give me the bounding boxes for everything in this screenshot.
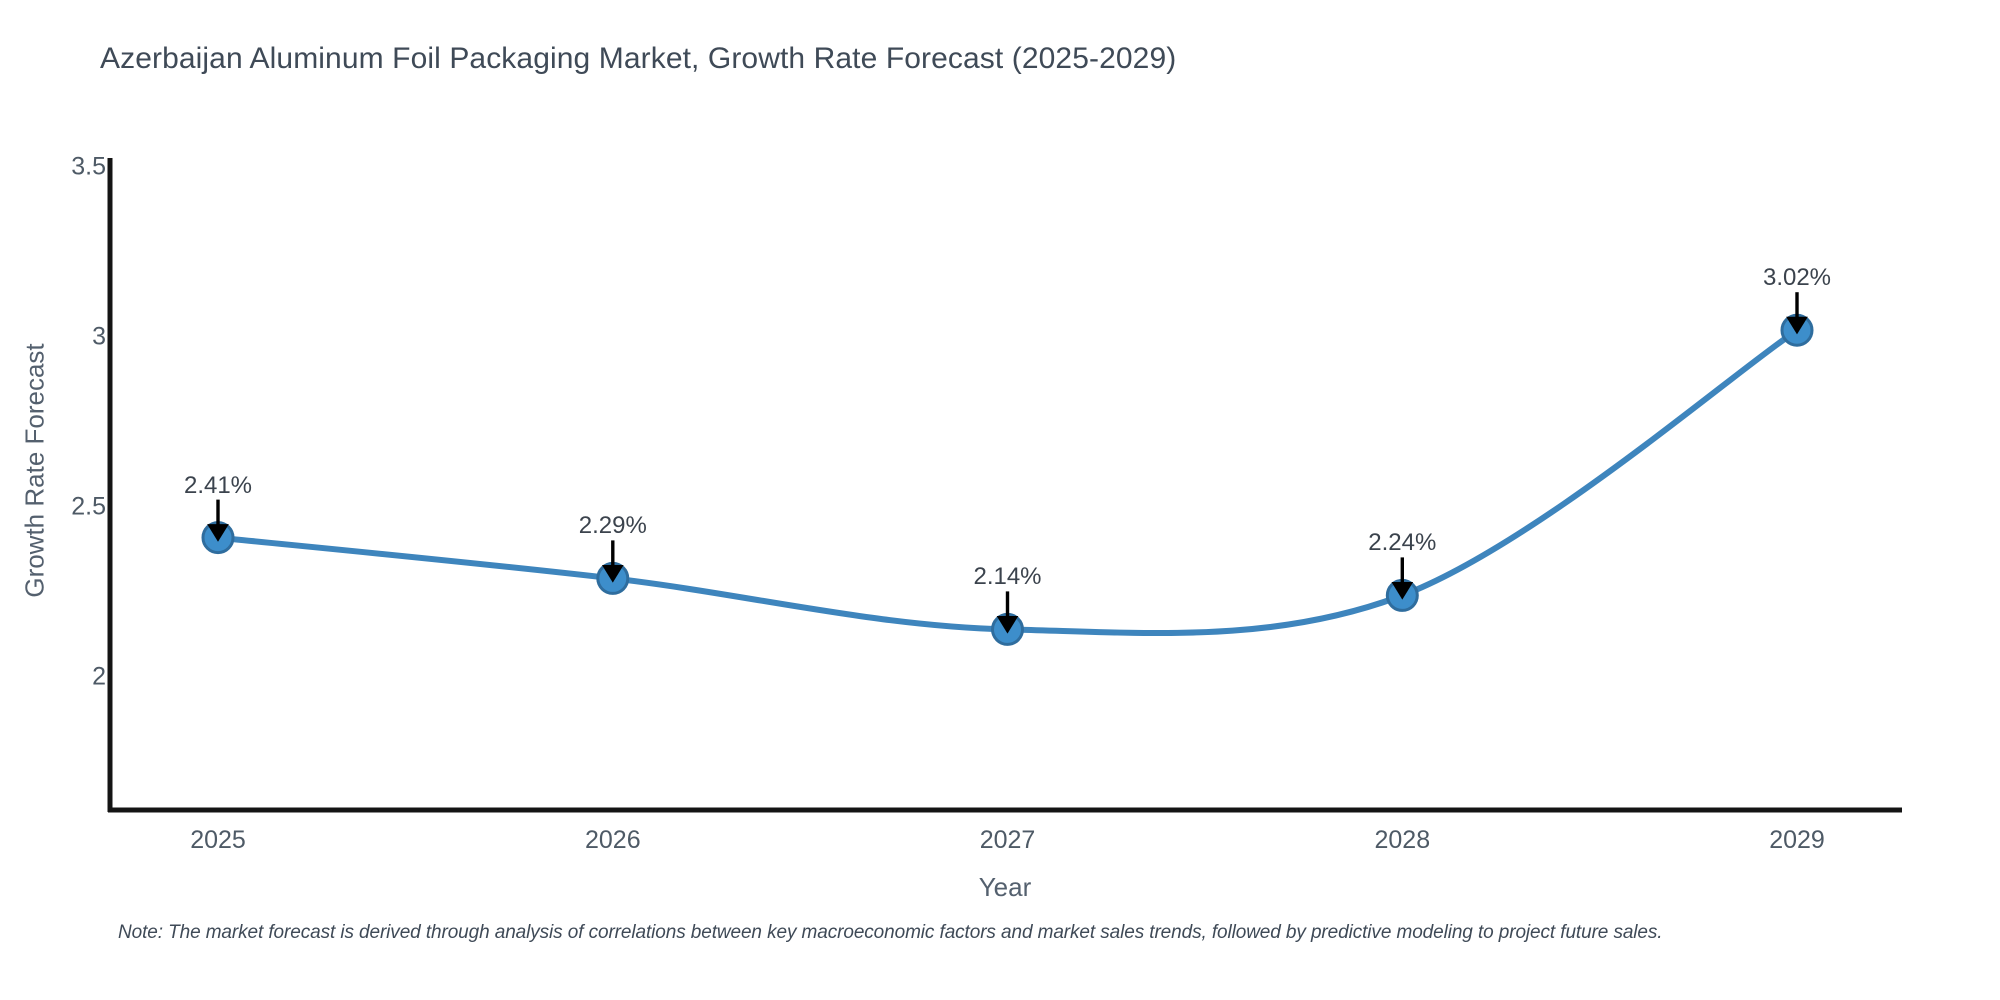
data-label: 3.02% <box>1762 264 1832 292</box>
y-tick-label: 2.5 <box>71 492 106 521</box>
data-label: 2.14% <box>973 563 1042 591</box>
y-axis-tick-labels: 3.5 3 2.5 2 <box>20 0 106 1000</box>
x-tick-label: 2026 <box>584 826 641 854</box>
x-tick-label: 2025 <box>190 826 246 854</box>
y-tick-label: 3 <box>92 322 106 351</box>
y-tick-label: 3.5 <box>71 152 106 181</box>
footnote: Note: The market forecast is derived thr… <box>118 922 1663 943</box>
data-label: 2.29% <box>578 512 647 540</box>
x-tick-label: 2028 <box>1374 826 1431 854</box>
x-axis-title: Year <box>978 872 1032 902</box>
data-label: 2.24% <box>1368 529 1437 557</box>
page-title: Azerbaijan Aluminum Foil Packaging Marke… <box>100 42 1177 75</box>
x-tick-label: 2027 <box>979 826 1036 854</box>
y-tick-label: 2 <box>92 662 106 691</box>
x-tick-label: 2029 <box>1769 826 1825 854</box>
data-label: 2.41% <box>183 471 253 499</box>
